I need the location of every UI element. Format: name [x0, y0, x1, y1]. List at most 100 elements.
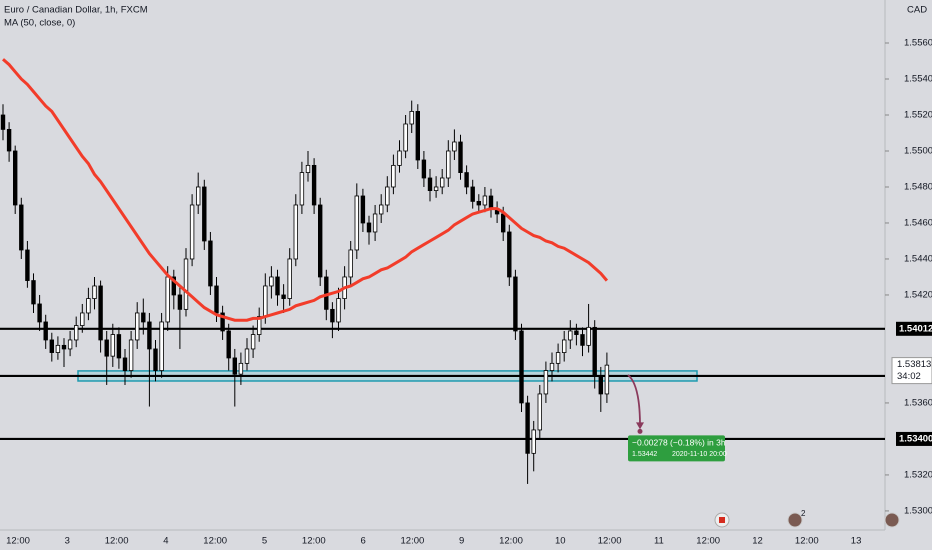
- candle-body: [311, 164, 317, 206]
- candle-body: [195, 186, 201, 206]
- candle-body: [427, 177, 433, 191]
- level-label-box: [896, 431, 932, 446]
- candle-body: [385, 186, 390, 206]
- candle-body: [452, 141, 457, 152]
- candle-body: [470, 186, 475, 202]
- candle-body: [433, 186, 439, 191]
- event-icon[interactable]: [787, 512, 803, 528]
- level-label-box: [896, 321, 932, 336]
- y-tick-label: 1.55200: [904, 110, 932, 121]
- candle-body: [31, 280, 36, 305]
- flag-mark: [719, 517, 725, 523]
- x-tick-label: 11: [654, 536, 664, 547]
- candle-body: [519, 330, 524, 404]
- candle-body: [6, 128, 12, 152]
- y-tick-label: 1.54200: [904, 289, 932, 300]
- candle-body: [568, 330, 573, 341]
- candle-body: [525, 402, 530, 454]
- candle-body: [147, 321, 152, 350]
- forecast-arrowhead: [636, 422, 644, 430]
- x-tick-label: 12:00: [203, 536, 227, 547]
- candle-body: [378, 204, 384, 215]
- y-tick-label: 1.53600: [904, 397, 932, 408]
- candle-body: [104, 339, 109, 357]
- candle-body: [49, 339, 54, 353]
- candle-body: [128, 339, 134, 371]
- moving-average: [2, 58, 609, 322]
- candle-body: [202, 186, 207, 242]
- candle-body: [439, 177, 445, 188]
- x-tick-label: 12:00: [499, 536, 523, 547]
- x-tick-label: 4: [163, 536, 168, 547]
- candle-body: [537, 393, 542, 431]
- candle-body: [586, 326, 591, 346]
- candle-body: [391, 164, 396, 188]
- candle-body: [214, 285, 219, 314]
- y-tick-label: 1.55600: [904, 38, 932, 49]
- current-price-box: [891, 357, 932, 385]
- candle-body: [403, 123, 408, 152]
- candle-body: [604, 364, 610, 395]
- candle-body: [86, 298, 91, 314]
- currency: CAD: [907, 5, 927, 16]
- candle-body: [299, 172, 305, 206]
- candle-body: [549, 362, 555, 371]
- candle-body: [153, 348, 158, 371]
- level-label: 1.53400: [899, 433, 932, 444]
- candle-body: [330, 308, 335, 323]
- candle-body: [177, 294, 183, 310]
- candle-body: [238, 362, 244, 375]
- candle-body: [189, 204, 195, 260]
- candle-body: [275, 276, 280, 296]
- candle-body: [555, 352, 561, 364]
- x-tick-label: 12:00: [795, 536, 819, 547]
- candle-body: [446, 150, 451, 179]
- y-tick-label: 1.55400: [904, 74, 932, 85]
- candle-body: [0, 114, 6, 130]
- candle-body: [543, 370, 549, 395]
- current-price: 1.53813: [897, 359, 931, 370]
- x-tick-label: 3: [65, 536, 70, 547]
- candle-body: [531, 429, 536, 454]
- candle-body: [500, 213, 506, 233]
- candle-body: [293, 204, 298, 260]
- candle-body: [464, 172, 469, 188]
- indicator-label: MA (50, close, 0): [4, 18, 75, 29]
- y-tick-label: 1.55000: [904, 146, 932, 157]
- x-tick-label: 10: [555, 536, 566, 547]
- forecast-box: [628, 435, 725, 462]
- candle-body: [592, 326, 597, 377]
- candle-body: [476, 200, 481, 206]
- candle-body: [250, 334, 256, 350]
- candle-body: [421, 159, 427, 179]
- candle-body: [305, 164, 311, 173]
- plot: [0, 58, 885, 484]
- candle-body: [256, 316, 262, 335]
- chart-title: Euro / Canadian Dollar, 1h, FXCM: [4, 5, 148, 16]
- candle-body: [281, 294, 286, 299]
- y-tick-label: 1.53000: [904, 505, 932, 516]
- candle-body: [226, 330, 231, 359]
- candle-body: [562, 339, 567, 353]
- candle-body: [598, 375, 603, 395]
- event-icon[interactable]: [884, 512, 900, 528]
- candle-body: [37, 303, 42, 323]
- candle-body: [110, 334, 115, 357]
- candle-body: [98, 285, 103, 341]
- candle-body: [409, 110, 414, 125]
- candle-body: [92, 285, 97, 299]
- candle-body: [232, 357, 237, 375]
- candle-body: [580, 334, 585, 346]
- candle-body: [165, 276, 170, 323]
- candle-body: [220, 312, 225, 332]
- candle-body: [354, 195, 359, 251]
- candle-body: [19, 204, 24, 251]
- x-tick-label: 12:00: [6, 536, 30, 547]
- forecast-time: 2020-11-10 20:00: [672, 451, 727, 458]
- x-tick-label: 12:00: [401, 536, 425, 547]
- x-tick-label: 12:00: [302, 536, 326, 547]
- candle-body: [574, 330, 579, 335]
